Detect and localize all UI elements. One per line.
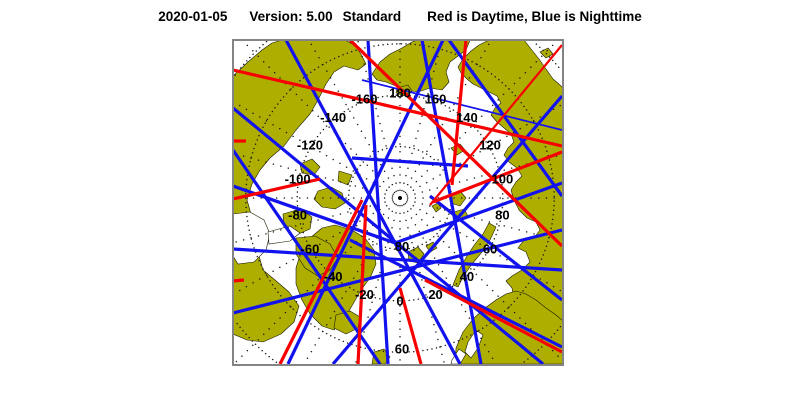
longitude-label: 60 [483,241,497,256]
nighttime-track [447,40,563,197]
daytime-track [233,278,245,283]
landmass [333,310,361,335]
longitude-label: -60 [301,241,320,256]
nighttime-track [349,238,563,349]
title-version: Version: 5.00 [249,9,333,24]
plot-title: 2020-01-05 Version: 5.00 Standard Red is Da… [0,9,800,24]
nighttime-track [284,40,462,365]
longitude-label: 80 [495,207,509,222]
longitude-label: -160 [351,92,377,107]
title-date: 2020-01-05 [158,9,228,24]
longitude-label: -20 [355,287,374,302]
water-body [450,348,467,365]
nighttime-track [233,247,563,272]
nighttime-track [233,228,563,315]
land-layer [233,40,563,365]
longitude-label: -40 [324,269,343,284]
pole-marker [398,196,402,200]
nighttime-track [351,156,469,168]
latitude-label: 60 [395,342,409,357]
nighttime-track [394,181,563,245]
longitude-label: 100 [492,171,514,186]
longitude-label: 120 [479,137,501,152]
nighttime-track [233,149,382,365]
longitude-label: 20 [428,287,442,302]
landmass [454,290,563,365]
nighttime-track [420,40,483,365]
nighttime-track [429,194,563,302]
longitude-label: 140 [456,110,478,125]
map-border [232,39,564,366]
daytime-track [429,44,563,206]
nighttime-track [366,40,390,365]
labels-layer: -160 -140 -120 -100 -80 -60 -40 -20 0 20 40 60 80 100… [285,85,514,356]
longitude-label: -80 [288,207,307,222]
daytime-track [233,177,321,201]
title-legend: Red is Daytime, Blue is Nighttime [427,9,642,24]
daytime-track [432,150,563,204]
daytime-track [450,40,468,186]
longitude-label: 0 [396,293,403,308]
daytime-track [424,278,563,354]
longitude-label: -140 [320,110,346,125]
longitude-label: -120 [297,137,323,152]
map-layers: -160 -140 -120 -100 -80 -60 -40 -20 0 20 40 60 80 100… [233,40,563,365]
landmass [337,170,353,186]
landmass [299,158,321,176]
daytime-track [398,287,423,365]
longitude-label: -100 [285,171,311,186]
daytime-track [356,204,368,365]
daytime-track [278,199,364,365]
graticule-layer [234,40,562,364]
nighttime-track [361,79,563,131]
landmass [431,202,442,213]
tracks-layer [233,40,563,365]
latitude-label: 80 [395,239,409,254]
longitude-label: 180 [389,85,411,100]
nighttime-track [233,106,545,365]
title-mode: Standard [342,9,402,24]
longitude-label: 40 [460,269,474,284]
nighttime-track [233,184,399,246]
daytime-track [233,68,563,148]
longitude-label: 160 [425,92,447,107]
